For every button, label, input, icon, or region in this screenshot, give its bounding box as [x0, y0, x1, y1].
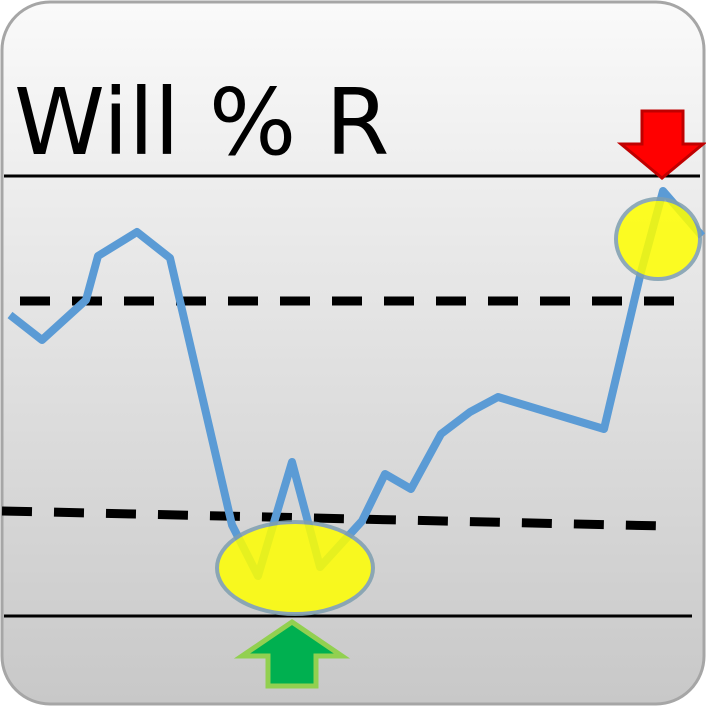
arrow-up-icon: [233, 618, 351, 689]
arrow-down-icon: [616, 109, 706, 180]
oversold-threshold-line: [1, 506, 666, 531]
overbought-highlight: [614, 197, 702, 281]
oversold-highlight: [215, 520, 375, 616]
diagram-title: Will % R: [14, 69, 389, 176]
